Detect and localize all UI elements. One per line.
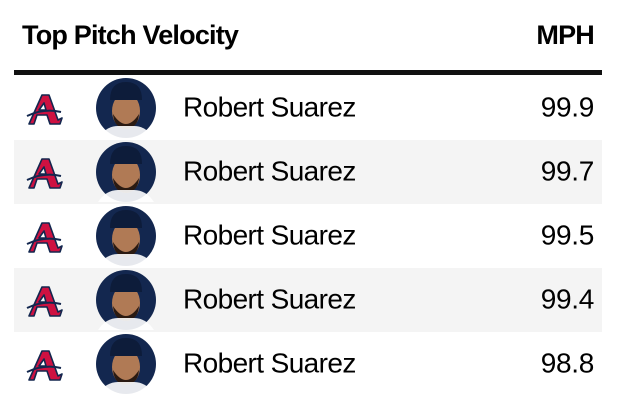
player-name: Robert Suarez bbox=[183, 91, 356, 122]
headshot-face bbox=[112, 221, 140, 257]
player-headshot bbox=[96, 334, 156, 394]
row: Robert Suarez 99.9 bbox=[26, 78, 594, 138]
logo-letter bbox=[28, 158, 63, 189]
velocity-value: 98.8 bbox=[541, 347, 594, 378]
player-name: Robert Suarez bbox=[183, 283, 356, 314]
row: Robert Suarez 99.4 bbox=[14, 268, 602, 332]
team-logo bbox=[26, 158, 63, 189]
headshot-beard bbox=[113, 242, 139, 257]
headshot-face bbox=[112, 93, 140, 129]
header-title: Top Pitch Velocity bbox=[22, 20, 239, 50]
logo-swoosh bbox=[26, 173, 62, 181]
team-logo bbox=[26, 350, 63, 381]
velocity-value: 99.9 bbox=[541, 91, 594, 122]
row: Robert Suarez 99.7 bbox=[14, 140, 602, 204]
logo-swoosh bbox=[26, 301, 62, 309]
player-headshot bbox=[96, 142, 156, 202]
velocity-value: 99.7 bbox=[541, 155, 594, 186]
player-name: Robert Suarez bbox=[183, 347, 356, 378]
headshot-cap bbox=[110, 82, 142, 100]
header-rule bbox=[14, 70, 602, 75]
headshot-shoulders bbox=[98, 126, 154, 138]
player-headshot bbox=[96, 270, 156, 330]
logo-swoosh bbox=[26, 237, 62, 245]
headshot-beard bbox=[113, 306, 139, 321]
velocity-value: 99.4 bbox=[541, 283, 594, 314]
team-logo bbox=[26, 222, 63, 253]
headshot-shoulders bbox=[98, 382, 154, 394]
headshot-cap bbox=[110, 210, 142, 228]
headshot-shoulders bbox=[98, 190, 154, 202]
headshot-cap bbox=[110, 146, 142, 164]
row: Robert Suarez 99.5 bbox=[26, 206, 594, 266]
headshot-beard bbox=[113, 114, 139, 129]
headshot-face bbox=[112, 349, 140, 385]
player-headshot bbox=[96, 206, 156, 266]
player-name: Robert Suarez bbox=[183, 155, 356, 186]
team-logo bbox=[26, 286, 63, 317]
headshot-shoulders bbox=[98, 254, 154, 266]
player-headshot bbox=[96, 78, 156, 138]
logo-letter bbox=[28, 222, 63, 253]
logo-letter bbox=[28, 350, 63, 381]
logo-swoosh bbox=[26, 109, 62, 117]
headshot-shoulders bbox=[98, 318, 154, 330]
row: Robert Suarez 98.8 bbox=[26, 334, 594, 394]
headshot-cap bbox=[110, 338, 142, 356]
logo-letter bbox=[28, 94, 63, 125]
team-logo bbox=[26, 94, 63, 125]
headshot-face bbox=[112, 285, 140, 321]
headshot-beard bbox=[113, 178, 139, 193]
headshot-face bbox=[112, 157, 140, 193]
player-name: Robert Suarez bbox=[183, 219, 356, 250]
logo-letter bbox=[28, 286, 63, 317]
headshot-cap bbox=[110, 274, 142, 292]
velocity-value: 99.5 bbox=[541, 219, 594, 250]
logo-swoosh bbox=[26, 365, 62, 373]
headshot-beard bbox=[113, 370, 139, 385]
header-unit: MPH bbox=[536, 20, 594, 50]
